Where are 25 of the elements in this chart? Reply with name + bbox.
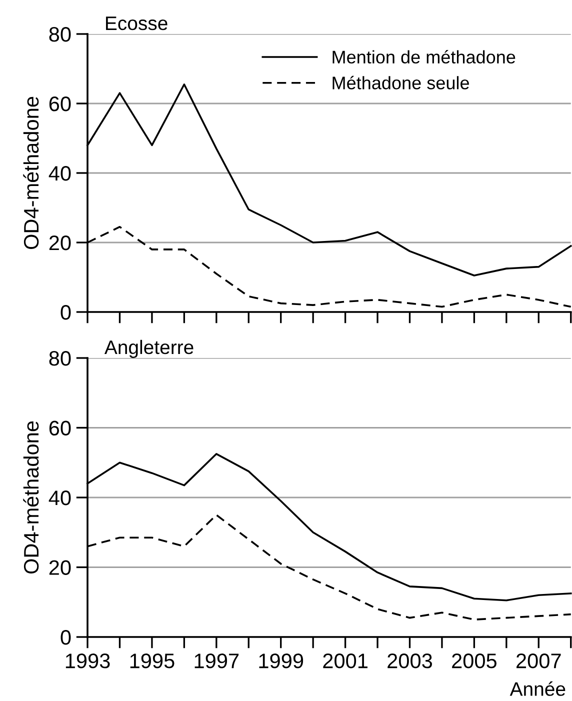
legend-label: Méthadone seule bbox=[332, 76, 469, 90]
x-tick-label: 1993 bbox=[66, 654, 110, 668]
x-axis-title: Année bbox=[510, 681, 566, 696]
y-tick-label: 20 bbox=[49, 560, 71, 576]
x-tick-label: 1997 bbox=[194, 654, 239, 668]
chart-title: Angleterre bbox=[104, 340, 194, 358]
legend-label: Mention de méthadone bbox=[332, 50, 516, 64]
x-tick-label: 2007 bbox=[516, 654, 561, 668]
x-tick-label: 2001 bbox=[323, 654, 368, 668]
y-axis-title: OD4-méthadone bbox=[23, 421, 39, 574]
y-tick-label: 0 bbox=[60, 305, 71, 320]
y-tick-label: 80 bbox=[49, 351, 71, 366]
x-tick-label: 1999 bbox=[259, 654, 304, 668]
y-tick-label: 80 bbox=[49, 27, 71, 42]
x-tick-label: 1995 bbox=[130, 654, 174, 668]
x-tick-label: 2005 bbox=[452, 654, 496, 668]
chart-title: Ecosse bbox=[106, 16, 168, 30]
y-tick-label: 40 bbox=[48, 166, 71, 181]
x-tick-label: 2003 bbox=[388, 654, 432, 668]
y-tick-label: 60 bbox=[49, 96, 71, 112]
y-tick-label: 60 bbox=[49, 420, 71, 436]
y-tick-label: 20 bbox=[49, 236, 71, 250]
y-tick-label: 0 bbox=[60, 630, 71, 645]
y-axis-title: OD4-méthadone bbox=[23, 96, 39, 250]
y-tick-label: 40 bbox=[48, 490, 71, 506]
